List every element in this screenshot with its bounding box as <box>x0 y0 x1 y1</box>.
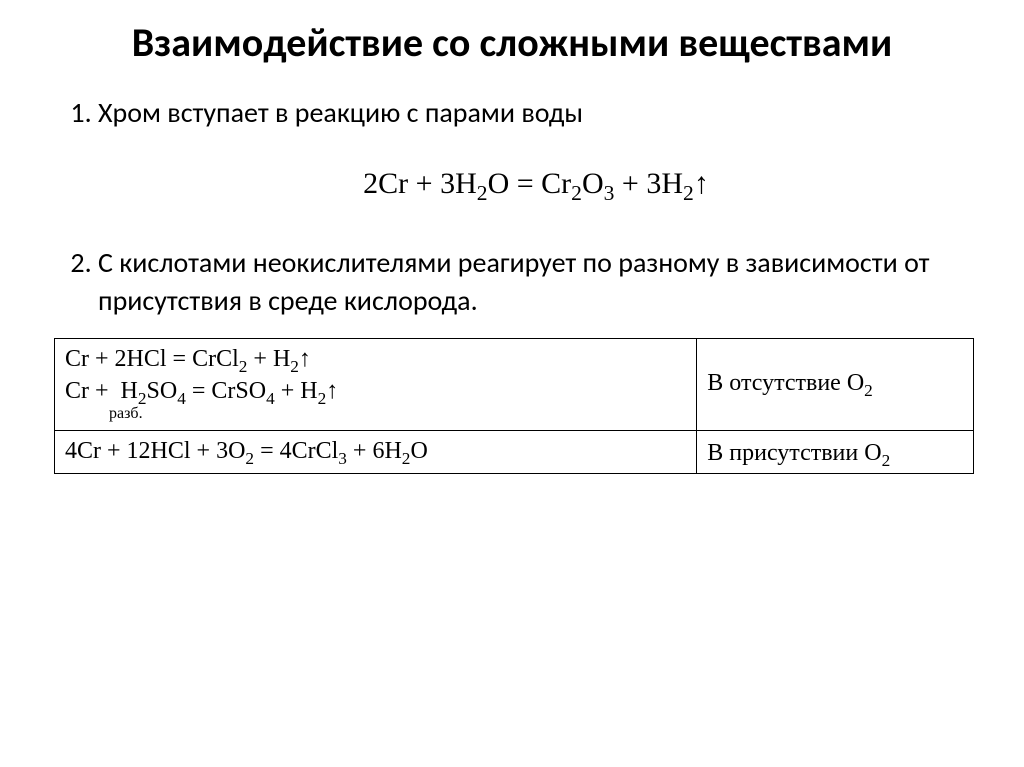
reaction-1: Cr + 2HCl = CrCl2 + H2↑ <box>65 343 686 375</box>
reactions-cell-1: Cr + 2HCl = CrCl2 + H2↑ Cr + H2SO4 = CrS… <box>55 338 697 430</box>
main-equation: 2Cr + 3H2O = Cr2O3 + 3H2↑ <box>98 164 974 205</box>
reaction-3: 4Cr + 12HCl + 3O2 = 4CrCl3 + 6H2O <box>65 435 686 467</box>
list-item-2: С кислотами неокислителями реагирует по … <box>98 244 974 320</box>
list-item-1: Хром вступает в реакцию с парами воды 2C… <box>98 94 974 204</box>
table-row: 4Cr + 12HCl + 3O2 = 4CrCl3 + 6H2O В прис… <box>55 430 974 473</box>
reaction-2: Cr + H2SO4 = CrSO4 + H2↑ <box>65 375 686 407</box>
reactions-table: Cr + 2HCl = CrCl2 + H2↑ Cr + H2SO4 = CrS… <box>54 338 974 474</box>
reaction-2-note: разб. <box>65 406 686 422</box>
table-row: Cr + 2HCl = CrCl2 + H2↑ Cr + H2SO4 = CrS… <box>55 338 974 430</box>
slide-title: Взаимодействие со сложными веществами <box>50 20 974 66</box>
content-list: Хром вступает в реакцию с парами воды 2C… <box>50 94 974 320</box>
condition-cell-1: В отсутствие O2 <box>697 338 974 430</box>
list-item-2-text: С кислотами неокислителями реагирует по … <box>98 245 929 318</box>
reactions-cell-2: 4Cr + 12HCl + 3O2 = 4CrCl3 + 6H2O <box>55 430 697 473</box>
slide-container: Взаимодействие со сложными веществами Хр… <box>0 0 1024 767</box>
list-item-1-text: Хром вступает в реакцию с парами воды <box>98 95 583 130</box>
condition-cell-2: В присутствии O2 <box>697 430 974 473</box>
